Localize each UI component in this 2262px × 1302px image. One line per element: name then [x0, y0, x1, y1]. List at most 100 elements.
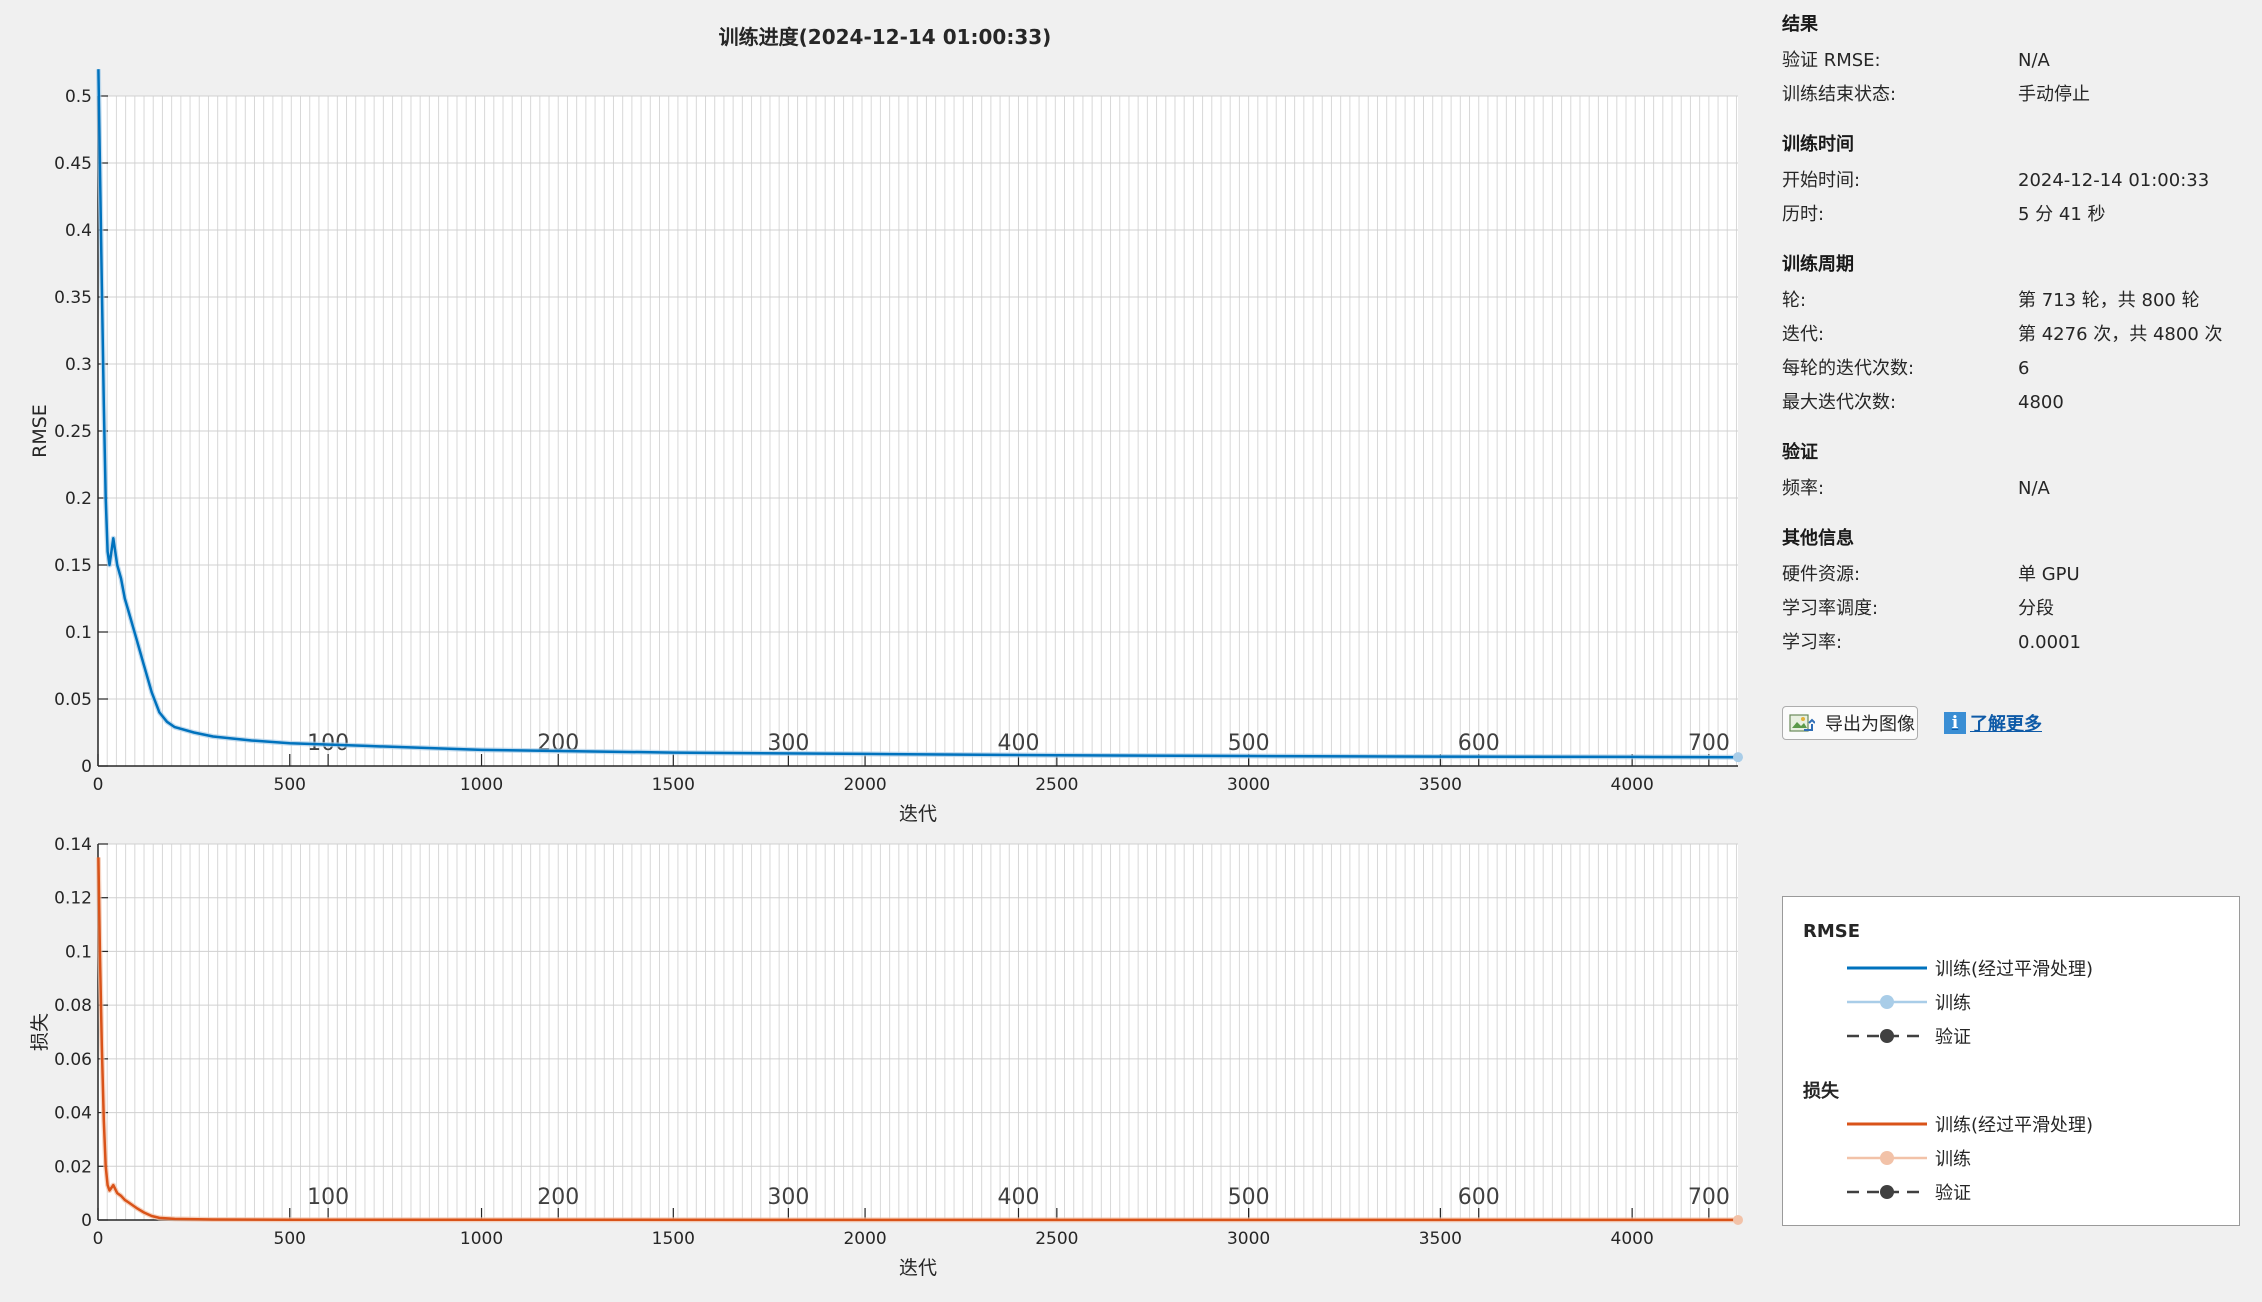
legend-rmse-smoothed: 训练(经过平滑处理): [1847, 951, 2093, 985]
y-tick-label: 0.05: [54, 690, 92, 710]
info-key: 学习率:: [1782, 632, 1843, 653]
legend-label: 验证: [1935, 1027, 1971, 1048]
info-row: 硬件资源: 单 GPU: [1782, 558, 2252, 592]
x-tick-label: 1500: [652, 1229, 695, 1249]
info-section-title: 结果: [1782, 14, 1818, 35]
epoch-label: 100: [307, 1185, 349, 1210]
info-row: 迭代: 第 4276 次，共 4800 次: [1782, 318, 2252, 352]
legend-loss-train: 训练: [1847, 1141, 1971, 1175]
info-key: 验证 RMSE:: [1782, 50, 1881, 71]
x-tick-label: 3000: [1227, 775, 1270, 795]
y-tick-label: 0.06: [54, 1050, 92, 1070]
x-tick-label: 0: [93, 1229, 104, 1249]
legend-label: 训练(经过平滑处理): [1935, 959, 2094, 980]
x-tick-label: 3500: [1419, 1229, 1462, 1249]
y-tick-label: 0.04: [54, 1104, 92, 1124]
epoch-label: 600: [1458, 1185, 1500, 1210]
legend-loss-title: 损失: [1803, 1081, 1839, 1102]
epoch-grid: [98, 843, 1738, 1221]
y-tick-label: 0.5: [65, 87, 92, 107]
info-key: 历时:: [1782, 204, 1825, 225]
legend-marker-line-icon: [1847, 1151, 1927, 1165]
info-key: 训练结束状态:: [1782, 84, 1897, 105]
info-row: 训练结束状态: 手动停止: [1782, 78, 2252, 112]
y-tick-label: 0.45: [54, 154, 92, 174]
info-section: 其他信息硬件资源: 单 GPU 学习率调度: 分段 学习率: 0.0001: [1782, 524, 2252, 660]
epoch-grid: [98, 95, 1738, 767]
info-section: 验证 频率: N/A: [1782, 438, 2252, 506]
epoch-label: 400: [997, 1185, 1039, 1210]
info-key: 最大迭代次数:: [1782, 392, 1897, 413]
legend-box: RMSE 训练(经过平滑处理) 训练 验证 损失 训练(经过平滑处理) 训练 验…: [1782, 896, 2240, 1226]
last-point-marker: [1733, 1214, 1743, 1225]
epoch-label: 700: [1688, 1185, 1730, 1210]
info-row: 学习率调度: 分段: [1782, 592, 2252, 626]
y-tick-label: 0.14: [54, 835, 92, 855]
epoch-label: 500: [1228, 1185, 1270, 1210]
info-section-title: 训练时间: [1782, 134, 1854, 155]
info-value: 第 4276 次，共 4800 次: [2018, 324, 2223, 345]
info-section: 结果验证 RMSE: N/A 训练结束状态: 手动停止: [1782, 10, 2252, 112]
info-row: 频率: N/A: [1782, 472, 2252, 506]
y-tick-label: 0.3: [65, 355, 92, 375]
info-key: 每轮的迭代次数:: [1782, 358, 1915, 379]
legend-label: 训练(经过平滑处理): [1935, 1115, 2094, 1136]
legend-label: 训练: [1935, 1149, 1971, 1170]
info-section: 训练周期轮: 第 713 轮，共 800 轮迭代: 第 4276 次，共 4800 …: [1782, 250, 2252, 420]
info-value: 第 713 轮，共 800 轮: [2018, 290, 2200, 311]
x-axis-label: 迭代: [899, 803, 937, 825]
info-row: 验证 RMSE: N/A: [1782, 44, 2252, 78]
legend-line-icon: [1847, 1122, 1927, 1126]
epoch-label: 700: [1688, 731, 1730, 756]
x-tick-label: 2000: [843, 1229, 886, 1249]
legend-label: 验证: [1935, 1183, 1971, 1204]
y-tick-label: 0.15: [54, 556, 92, 576]
info-section-title: 其他信息: [1782, 528, 1854, 549]
info-row: 轮: 第 713 轮，共 800 轮: [1782, 284, 2252, 318]
info-row: 学习率: 0.0001: [1782, 626, 2252, 660]
info-row: 开始时间: 2024-12-14 01:00:33: [1782, 164, 2252, 198]
plot-title: 训练进度(2024-12-14 01:00:33): [719, 25, 1052, 49]
legend-rmse-title: RMSE: [1803, 921, 1861, 942]
info-value: 6: [2018, 358, 2030, 379]
learn-more-link[interactable]: i 了解更多: [1944, 708, 2042, 738]
epoch-label: 500: [1228, 731, 1270, 756]
export-image-label: 导出为图像: [1825, 714, 1915, 735]
x-tick-label: 500: [274, 775, 306, 795]
x-axis-label: 迭代: [899, 1257, 937, 1279]
loss-axes: 0 0.02 0.04 0.06 0.08 0.1 0.12 0.14 0 500 1000 1500…: [29, 835, 1743, 1279]
info-key: 频率:: [1782, 478, 1825, 499]
legend-dashed-marker-icon: [1847, 1185, 1927, 1199]
series-smoothed-line: [97, 857, 1738, 1222]
learn-more-label: 了解更多: [1970, 714, 2042, 735]
info-key: 开始时间:: [1782, 170, 1861, 191]
info-icon: i: [1944, 712, 1966, 734]
x-tick-label: 3000: [1227, 1229, 1270, 1249]
info-key: 硬件资源:: [1782, 564, 1861, 585]
export-image-button[interactable]: 导出为图像: [1782, 706, 1918, 740]
x-tick-label: 1000: [460, 1229, 503, 1249]
legend-marker-line-icon: [1847, 995, 1927, 1009]
y-axis-label: RMSE: [29, 404, 51, 458]
series-smoothed-line: [97, 69, 1739, 759]
plot-area: [98, 844, 1738, 1220]
x-tick-label: 0: [93, 775, 104, 795]
epoch-label: 300: [767, 1185, 809, 1210]
info-value: 单 GPU: [2018, 564, 2080, 585]
epoch-label: 400: [997, 731, 1039, 756]
y-tick-label: 0.02: [54, 1157, 92, 1177]
info-value: 分段: [2018, 598, 2054, 619]
legend-loss-validation: 验证: [1847, 1175, 1971, 1209]
info-value: N/A: [2018, 50, 2050, 71]
legend-label: 训练: [1935, 993, 1971, 1014]
x-tick-label: 2500: [1035, 775, 1078, 795]
y-tick-label: 0.4: [65, 221, 92, 241]
legend-line-icon: [1847, 966, 1927, 970]
y-tick-label: 0: [81, 1211, 92, 1231]
info-key: 迭代:: [1782, 324, 1825, 345]
training-plots: 训练进度(2024-12-14 01:00:33) 0 0.05 0.1 0.15 0.…: [29, 25, 1743, 1279]
legend-rmse-train: 训练: [1847, 985, 1971, 1019]
y-tick-label: 0.2: [65, 489, 92, 509]
info-section-title: 训练周期: [1782, 254, 1854, 275]
epoch-label: 600: [1458, 731, 1500, 756]
